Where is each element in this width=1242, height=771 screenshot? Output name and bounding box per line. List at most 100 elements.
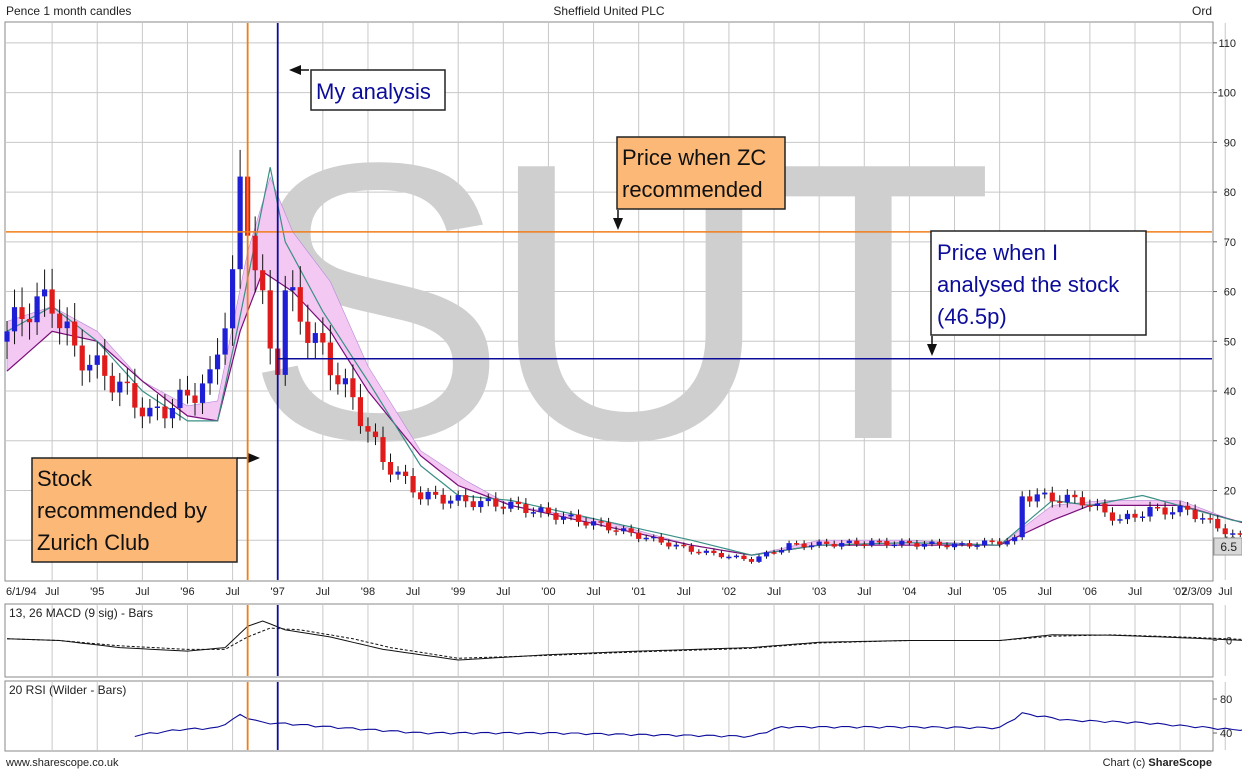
candle-body bbox=[854, 540, 860, 545]
candle-body bbox=[109, 375, 115, 393]
candle-body bbox=[1207, 518, 1213, 520]
candle-body bbox=[478, 501, 484, 508]
candle-body bbox=[636, 532, 642, 539]
price-axis: 102030405060708090100110 bbox=[1213, 38, 1236, 547]
candle-body bbox=[1215, 518, 1221, 529]
date-tick-label: Jul bbox=[1128, 586, 1142, 598]
candle-body bbox=[560, 516, 567, 520]
candle-body bbox=[72, 321, 78, 346]
candle-body bbox=[748, 559, 755, 562]
candle-body bbox=[290, 287, 296, 291]
candle-body bbox=[425, 491, 431, 500]
date-tick-label: Jul bbox=[316, 586, 330, 598]
candle-body bbox=[1102, 503, 1108, 513]
rsi-tick-label: 40 bbox=[1220, 728, 1232, 740]
date-axis: 6/1/94 Jul '95 Jul '96 Jul '97 Jul '98 Jul '99 Jul '… bbox=[6, 586, 1232, 598]
candle-body bbox=[1064, 494, 1070, 503]
candle-body bbox=[508, 501, 514, 509]
candle-body bbox=[824, 541, 830, 544]
price-tick-label: 90 bbox=[1224, 137, 1236, 149]
footer-url: www.sharescope.co.uk bbox=[5, 757, 119, 769]
macd-title: 13, 26 MACD (9 sig) - Bars bbox=[9, 606, 153, 620]
price-me-text-2: analysed the stock bbox=[937, 272, 1120, 297]
date-tick-label: '98 bbox=[361, 586, 375, 598]
my-analysis-box bbox=[310, 69, 446, 111]
candle-body bbox=[1109, 512, 1116, 521]
candle-body bbox=[1132, 513, 1138, 518]
candle-body bbox=[214, 354, 221, 370]
date-tick-label: '02 bbox=[722, 586, 736, 598]
date-tick-label: '97 bbox=[271, 586, 285, 598]
candle-body bbox=[598, 521, 604, 523]
candle-body bbox=[1027, 496, 1033, 502]
candle-body bbox=[117, 381, 123, 393]
candle-body bbox=[1094, 503, 1100, 506]
date-tick-label: '06 bbox=[1083, 586, 1097, 598]
candle-body bbox=[741, 555, 747, 560]
chart-units-label: Pence 1 month candles bbox=[6, 4, 131, 18]
candle-body bbox=[1230, 533, 1236, 535]
price-me-arrowhead bbox=[927, 344, 937, 356]
candle-body bbox=[944, 545, 950, 548]
date-tick-label: Jul bbox=[767, 586, 781, 598]
candle-body bbox=[771, 552, 777, 554]
date-tick-label: '96 bbox=[180, 586, 194, 598]
price-tick-label: 30 bbox=[1224, 436, 1236, 448]
candle-body bbox=[651, 536, 657, 539]
candle-body bbox=[207, 369, 213, 384]
candle-body bbox=[703, 550, 709, 553]
date-tick-label: Jul bbox=[587, 586, 601, 598]
candle-body bbox=[147, 407, 153, 417]
candle-body bbox=[305, 321, 311, 343]
candle-body bbox=[929, 541, 935, 545]
candle-body bbox=[192, 395, 198, 403]
candle-body bbox=[94, 355, 100, 365]
footer-brand: ShareScope bbox=[1148, 757, 1212, 769]
candle-body bbox=[583, 521, 589, 526]
candle-body bbox=[921, 544, 928, 547]
rsi-gridlines bbox=[51, 682, 1226, 750]
candle-body bbox=[869, 540, 875, 546]
candle-body bbox=[154, 406, 160, 409]
candle-body bbox=[463, 495, 469, 502]
date-tick-label: '00 bbox=[541, 586, 555, 598]
candle-body bbox=[1079, 497, 1085, 506]
candle-body bbox=[1042, 492, 1048, 495]
candle-body bbox=[628, 528, 634, 533]
share-class-label: Ord bbox=[1192, 4, 1212, 18]
candle-body bbox=[906, 540, 912, 544]
my-analysis-arrowhead bbox=[289, 65, 301, 75]
candle-body bbox=[876, 540, 882, 543]
candle-body bbox=[4, 331, 10, 342]
candle-body bbox=[177, 389, 183, 408]
price-zc-text-1: Price when ZC bbox=[622, 145, 766, 170]
candle-body bbox=[711, 550, 717, 554]
candle-body bbox=[1170, 512, 1176, 515]
candle-body bbox=[500, 506, 506, 509]
candle-body bbox=[342, 378, 348, 385]
candle-body bbox=[1019, 496, 1025, 538]
price-me-text-1: Price when I bbox=[937, 240, 1058, 265]
price-me-callout: Price when I analysed the stock (46.5p) bbox=[927, 230, 1147, 356]
date-tick-label: Jul bbox=[45, 586, 59, 598]
candle-body bbox=[899, 540, 905, 545]
candle-body bbox=[666, 542, 672, 547]
rsi-lines bbox=[134, 712, 1242, 738]
price-me-text-3: (46.5p) bbox=[937, 304, 1007, 329]
candle-body bbox=[718, 553, 724, 558]
candle-body bbox=[350, 378, 356, 398]
candle-body bbox=[1124, 513, 1131, 520]
date-tick-label: Jul bbox=[226, 586, 240, 598]
candle-body bbox=[763, 552, 770, 557]
candle-body bbox=[312, 333, 318, 343]
candle-body bbox=[102, 355, 108, 376]
candle-body bbox=[433, 491, 439, 495]
candle-body bbox=[1057, 501, 1063, 503]
date-tick-label: '03 bbox=[812, 586, 826, 598]
candle-body bbox=[124, 381, 130, 384]
stock-recommended-text-1: Stock bbox=[37, 466, 93, 491]
price-tick-label: 80 bbox=[1224, 187, 1236, 199]
candle-body bbox=[365, 426, 371, 432]
candle-body bbox=[621, 528, 627, 532]
